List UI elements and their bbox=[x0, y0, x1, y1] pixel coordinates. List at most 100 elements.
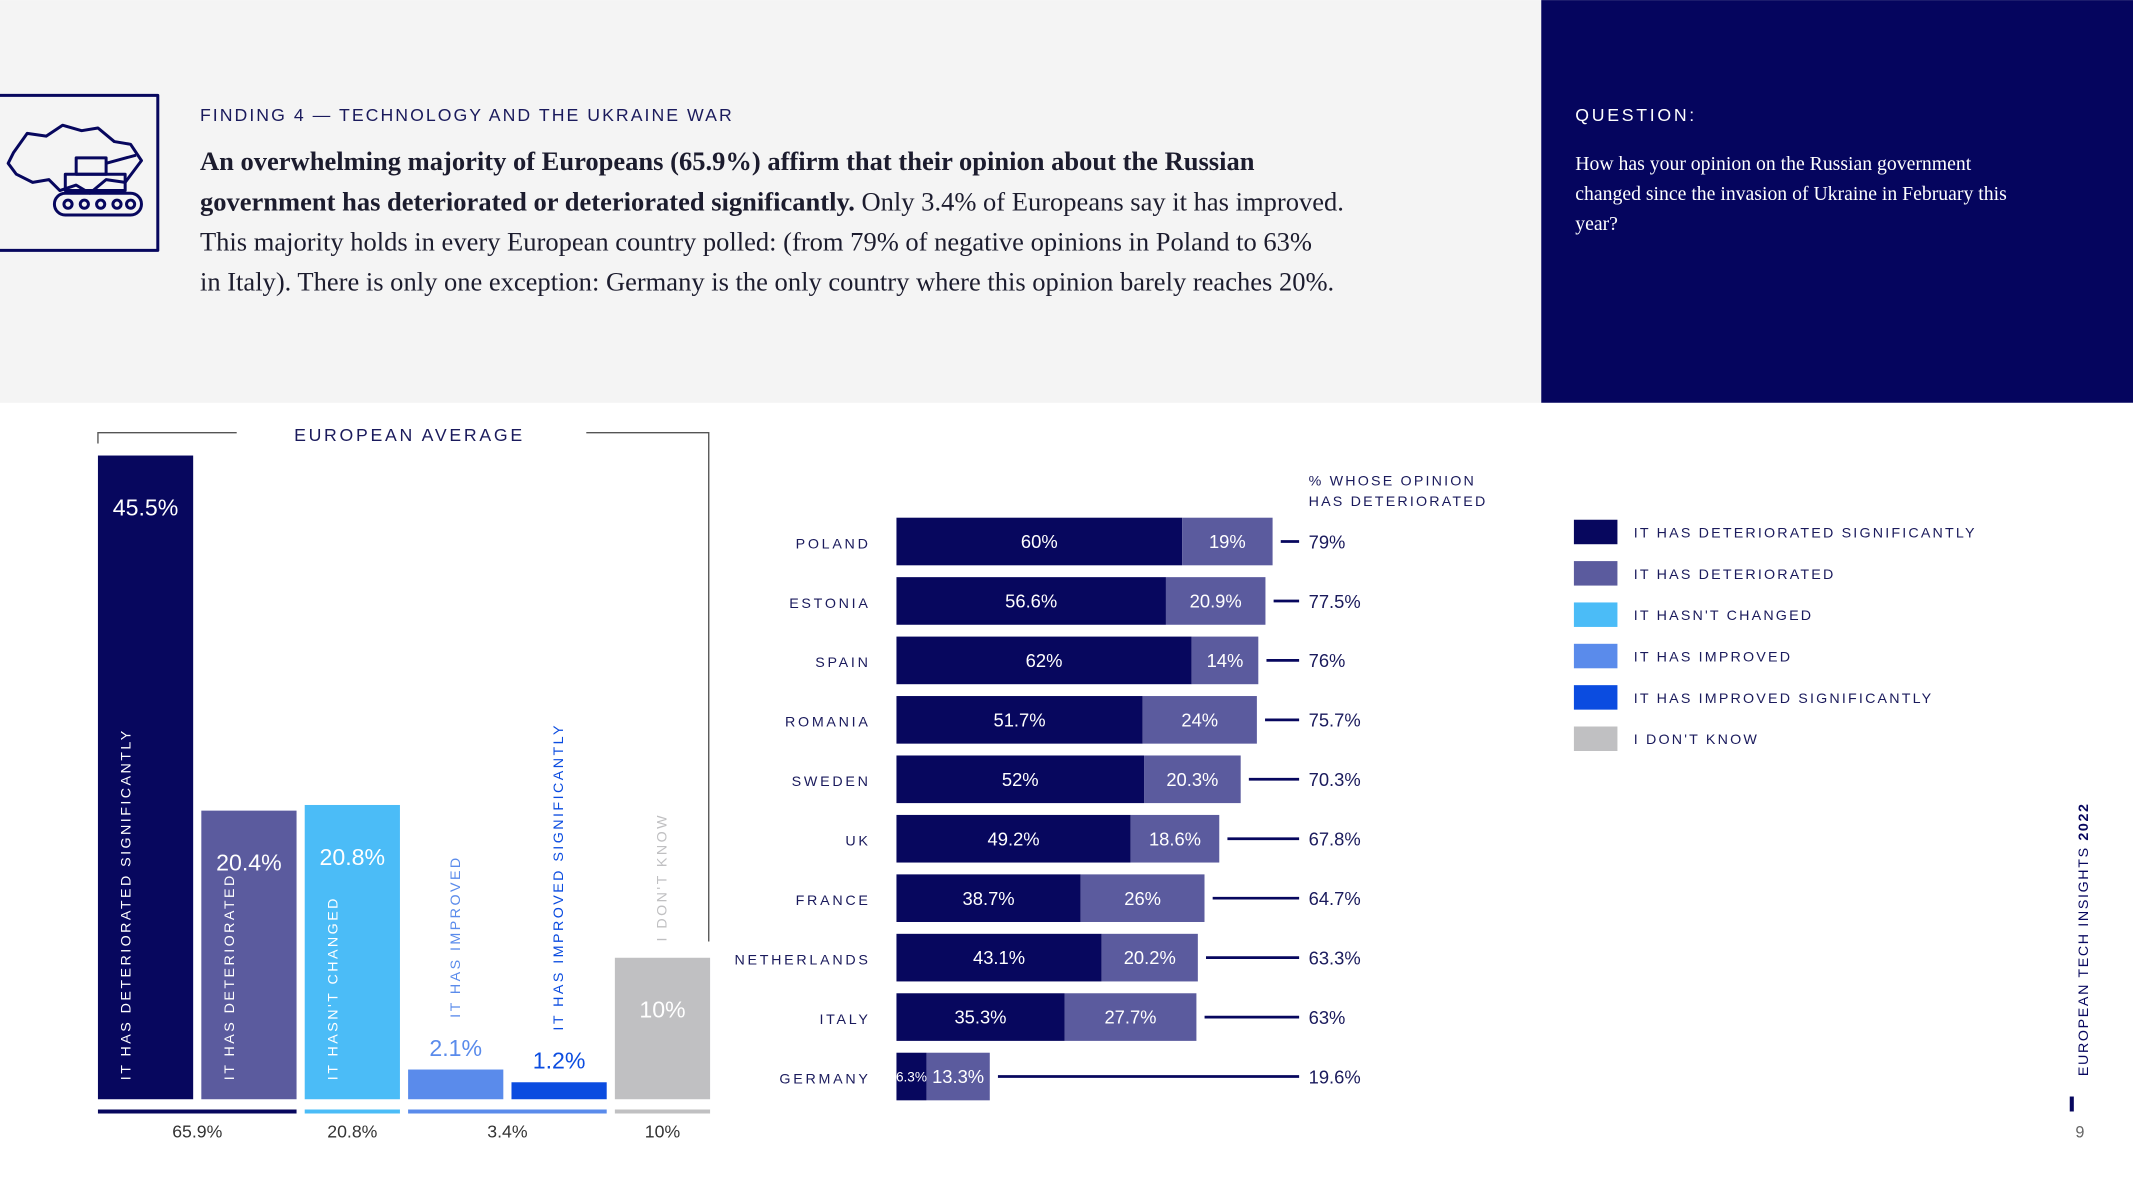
tank-track bbox=[52, 191, 143, 217]
legend-swatch bbox=[1573, 643, 1618, 669]
bar-segment bbox=[926, 1052, 990, 1101]
headline-text: This majority holds in every European co… bbox=[200, 226, 1312, 256]
finding-label: FINDING 4 — TECHNOLOGY AND THE UKRAINE W… bbox=[200, 105, 734, 125]
bar-segment bbox=[896, 993, 1065, 1041]
icon bbox=[0, 93, 160, 252]
segment-label: 20.9% bbox=[1190, 591, 1242, 612]
headline-line: This majority holds in every European co… bbox=[200, 226, 1312, 256]
bar-segment bbox=[1191, 636, 1259, 685]
wheel bbox=[111, 198, 123, 210]
country-label: FRANCE bbox=[796, 893, 871, 909]
segment-label: 26% bbox=[1124, 888, 1161, 909]
country-label: POLAND bbox=[796, 536, 871, 552]
bar-value-label: 1.2% bbox=[533, 1048, 586, 1074]
bar bbox=[97, 455, 194, 1100]
total-label: 67.8% bbox=[1309, 829, 1361, 850]
bar-category-label: IT HAS IMPROVED bbox=[448, 855, 464, 1018]
bar bbox=[304, 804, 400, 1100]
wheel bbox=[62, 198, 74, 210]
bar-category-label: IT HASN'T CHANGED bbox=[325, 896, 341, 1080]
total-label: 75.7% bbox=[1309, 710, 1361, 731]
bar-category-label: IT HAS DETERIORATED SIGNIFICANTLY bbox=[119, 728, 135, 1080]
question-line: How has your opinion on the Russian gove… bbox=[1575, 153, 1971, 175]
segment-label: 51.7% bbox=[994, 709, 1046, 730]
bar-value-label: 2.1% bbox=[429, 1035, 482, 1061]
headline-line: An overwhelming majority of Europeans (6… bbox=[200, 146, 1255, 176]
headline-line: government has deteriorated or deteriora… bbox=[200, 186, 1344, 216]
country-label: ESTONIA bbox=[789, 596, 870, 612]
legend-label: I DON'T KNOW bbox=[1634, 732, 1759, 748]
headline-text: Only 3.4% of Europeans say it has improv… bbox=[855, 186, 1344, 216]
segment-label: 52% bbox=[1002, 769, 1039, 790]
header-background bbox=[0, 0, 1542, 403]
group-total-label: 20.8% bbox=[327, 1121, 377, 1141]
country-label: NETHERLANDS bbox=[734, 952, 870, 968]
legend-label: IT HAS DETERIORATED bbox=[1634, 567, 1836, 583]
bar-segment bbox=[1130, 814, 1220, 863]
total-label: 70.3% bbox=[1309, 769, 1361, 790]
bar-category-label: IT HAS IMPROVED SIGNIFICANTLY bbox=[551, 723, 567, 1031]
group-total-label: 65.9% bbox=[172, 1121, 222, 1141]
segment-label: 20.3% bbox=[1166, 769, 1218, 790]
segment-label: 62% bbox=[1026, 650, 1063, 671]
segment-label: 18.6% bbox=[1149, 828, 1201, 849]
legend-swatch bbox=[1573, 519, 1618, 545]
legend-swatch bbox=[1573, 602, 1618, 627]
legend-swatch bbox=[1573, 726, 1618, 751]
segment-label: 35.3% bbox=[954, 1007, 1006, 1028]
bar-category-label: I DON'T KNOW bbox=[655, 813, 671, 942]
segment-label: 56.6% bbox=[1005, 591, 1057, 612]
segment-label: 13.3% bbox=[932, 1066, 984, 1087]
title-bracket bbox=[586, 431, 710, 942]
bar bbox=[408, 1069, 504, 1100]
bar bbox=[201, 810, 297, 1100]
bar-segment bbox=[896, 755, 1145, 804]
country-label: UK bbox=[845, 834, 870, 850]
bar-segment bbox=[896, 874, 1081, 922]
tank-gun bbox=[105, 153, 137, 165]
bar bbox=[614, 957, 711, 1100]
total-label: 63% bbox=[1309, 1007, 1346, 1028]
bar-segment bbox=[1165, 577, 1266, 625]
bar bbox=[511, 1082, 607, 1100]
country-label: SWEDEN bbox=[792, 774, 871, 790]
legend-label: IT HAS DETERIORATED SIGNIFICANTLY bbox=[1634, 525, 1977, 541]
group-total-label: 3.4% bbox=[487, 1121, 528, 1141]
country-label: SPAIN bbox=[815, 655, 870, 671]
country-label: ROMANIA bbox=[785, 715, 871, 731]
bar-segment bbox=[896, 1052, 927, 1101]
bar-value-label: 10% bbox=[639, 997, 685, 1023]
total-label: 77.5% bbox=[1309, 591, 1361, 612]
bar-segment bbox=[1080, 874, 1205, 922]
bar-segment bbox=[1064, 993, 1197, 1041]
bar-segment bbox=[1101, 933, 1198, 982]
country-label: ITALY bbox=[819, 1012, 870, 1028]
icon-frame bbox=[0, 93, 160, 252]
page-number: 9 bbox=[2075, 1123, 2084, 1141]
total-label: 64.7% bbox=[1309, 888, 1361, 909]
question-panel bbox=[1541, 0, 2133, 403]
segment-label: 14% bbox=[1207, 650, 1244, 671]
legend-label: IT HAS IMPROVED bbox=[1634, 649, 1792, 665]
year: 2022 bbox=[2076, 802, 2092, 840]
wheel bbox=[78, 198, 90, 210]
bar-segment bbox=[896, 517, 1183, 566]
bar-segment bbox=[896, 696, 1143, 744]
bar-value-label: 20.4% bbox=[216, 849, 282, 875]
headline-line: in Italy). There is only one exception: … bbox=[200, 267, 1334, 297]
legend-label: IT HAS IMPROVED SIGNIFICANTLY bbox=[1634, 691, 1934, 707]
legend-label: IT HASN'T CHANGED bbox=[1634, 608, 1814, 624]
totals-title: HAS DETERIORATED bbox=[1309, 494, 1488, 510]
legend-swatch bbox=[1573, 685, 1618, 710]
country-label: GERMANY bbox=[779, 1071, 870, 1087]
total-label: 79% bbox=[1309, 531, 1346, 552]
bar-segment bbox=[896, 636, 1192, 685]
segment-label: 6.3% bbox=[896, 1069, 927, 1084]
legend-swatch bbox=[1573, 561, 1618, 586]
bar-value-label: 20.8% bbox=[320, 844, 386, 870]
bar-segment bbox=[1144, 755, 1241, 804]
segment-label: 38.7% bbox=[963, 888, 1015, 909]
chart-title: EUROPEAN AVERAGE bbox=[294, 425, 525, 445]
bar-category-label: IT HAS DETERIORATED bbox=[222, 873, 238, 1080]
